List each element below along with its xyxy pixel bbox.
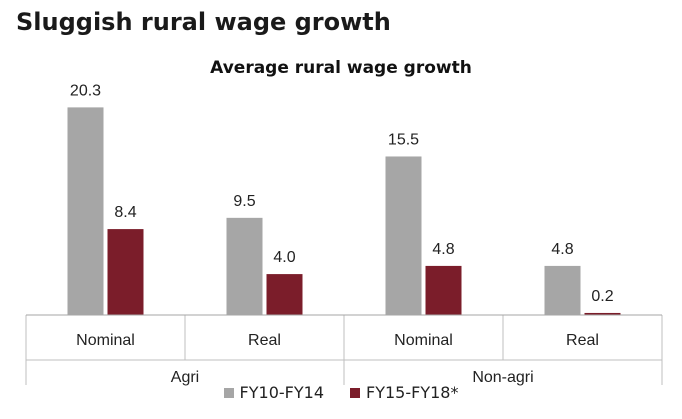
value-label-series-1-cat-2: 4.8 [432,241,454,258]
value-label-series-1-cat-1: 4.0 [273,249,295,266]
legend-label-series-0: FY10-FY14 [239,383,324,402]
value-label-series-0-cat-0: 20.3 [70,82,101,99]
bar-series-0-cat-1 [226,217,263,315]
legend-swatch-series-0 [223,387,234,398]
category-label-2: Nominal [394,332,453,349]
chart-title: Average rural wage growth [210,58,472,78]
bar-series-1-cat-2 [425,265,462,315]
category-label-0: Nominal [76,332,135,349]
legend-item-series-0: FY10-FY14 [223,383,324,402]
legend-swatch-series-1 [350,387,360,398]
bar-series-0-cat-3 [544,265,581,315]
legend: FY10-FY14 FY15-FY18* [0,383,682,402]
page-title: Sluggish rural wage growth [16,8,391,36]
group-label-1: Non-agri [472,369,533,386]
value-label-series-0-cat-3: 4.8 [551,241,573,258]
category-label-1: Real [248,332,281,349]
bar-series-1-cat-1 [266,274,303,315]
value-label-series-0-cat-1: 9.5 [233,193,255,210]
bar-series-1-cat-0 [107,229,144,315]
legend-label-series-1: FY15-FY18* [366,383,459,402]
bar-series-0-cat-0 [67,107,104,316]
bar-series-0-cat-2 [385,156,422,315]
value-label-series-0-cat-2: 15.5 [388,131,419,148]
bar-series-1-cat-3 [584,312,621,315]
value-label-series-1-cat-3: 0.2 [591,288,613,305]
category-label-3: Real [566,332,599,349]
legend-item-series-1: FY15-FY18* [350,383,458,402]
group-label-0: Agri [171,369,199,386]
value-label-series-1-cat-0: 8.4 [114,204,136,221]
